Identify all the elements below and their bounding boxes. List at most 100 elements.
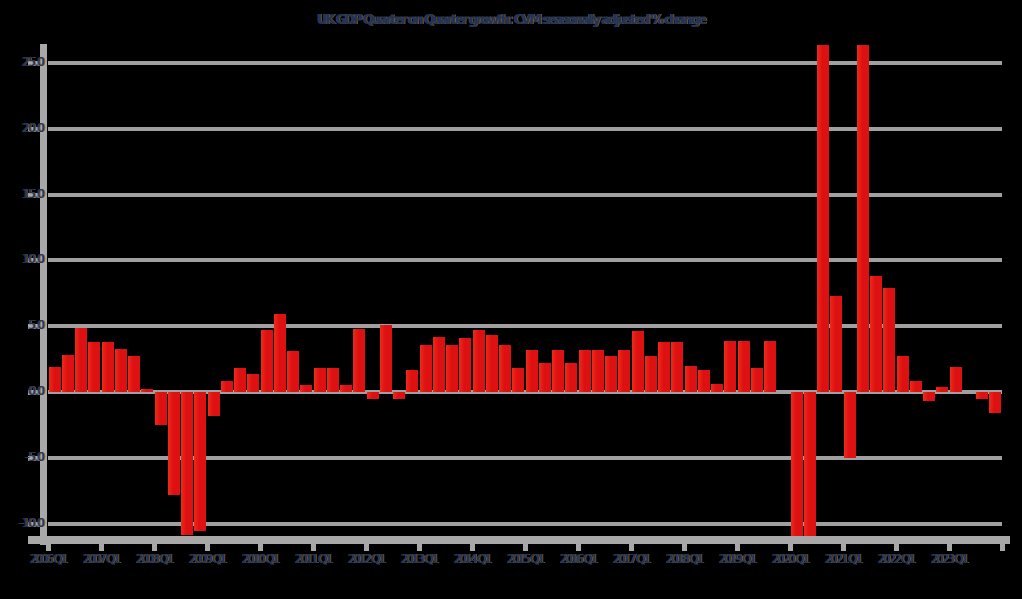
x-tick — [311, 544, 316, 551]
bar — [154, 392, 167, 425]
x-tick-label: 2022 Q1 — [877, 552, 916, 566]
bar — [406, 369, 419, 392]
bar — [88, 342, 101, 392]
x-tick-label: 2021 Q1 — [824, 552, 863, 566]
x-tick — [523, 544, 528, 551]
bar — [485, 335, 498, 392]
x-tick-label: 2018 Q1 — [665, 552, 704, 566]
y-tick — [28, 324, 40, 330]
y-tick-label: -10.0 — [18, 515, 45, 530]
gridline-y-25.0 — [48, 61, 1002, 66]
bar — [817, 45, 830, 392]
y-tick-label: 10.0 — [22, 252, 45, 267]
bar — [631, 331, 644, 392]
x-tick — [152, 544, 157, 551]
x-tick — [258, 544, 263, 551]
gridline-y--5.0 — [48, 455, 1002, 460]
bar — [883, 288, 896, 392]
x-tick-label: 2006 Q1 — [29, 552, 68, 566]
x-tick-label: 2017 Q1 — [612, 552, 651, 566]
x-tick-label: 2007 Q1 — [82, 552, 121, 566]
bar — [114, 348, 127, 392]
x-tick — [46, 544, 51, 551]
bar — [326, 368, 339, 392]
bar — [393, 392, 406, 399]
bar — [976, 392, 989, 399]
bar — [949, 367, 962, 392]
x-tick-label: 2013 Q1 — [400, 552, 439, 566]
bar — [525, 349, 538, 392]
x-tick — [629, 544, 634, 551]
y-tick-label: 0.0 — [28, 384, 46, 398]
bar — [353, 328, 366, 392]
bar — [220, 381, 233, 392]
gridline-y--10.0 — [48, 521, 1002, 526]
bar — [697, 369, 710, 392]
bar — [167, 392, 180, 495]
bar — [48, 367, 61, 392]
bar — [207, 392, 220, 416]
x-tick — [1000, 544, 1005, 551]
x-tick — [947, 544, 952, 551]
x-tick — [788, 544, 793, 551]
plot-area — [48, 45, 1002, 537]
x-tick-label: 2015 Q1 — [506, 552, 545, 566]
bar — [552, 349, 565, 392]
y-tick-label: 5.0 — [28, 318, 46, 333]
y-tick-label: -5.0 — [25, 449, 45, 464]
y-tick-label: 15.0 — [22, 186, 45, 201]
gridline-y-0.0 — [48, 390, 1002, 394]
bar — [750, 368, 763, 392]
x-tick — [841, 544, 846, 551]
bar — [790, 392, 803, 537]
bar — [909, 381, 922, 392]
bar — [340, 385, 353, 392]
bar — [260, 330, 273, 392]
bar — [605, 356, 618, 392]
x-axis-line — [28, 536, 1010, 544]
bar — [737, 340, 750, 392]
bar — [870, 276, 883, 392]
y-tick-label: 20.0 — [22, 120, 45, 135]
bar — [618, 349, 631, 392]
bar — [578, 349, 591, 392]
bar — [856, 45, 869, 392]
x-tick — [682, 544, 687, 551]
bar — [379, 324, 392, 392]
x-tick — [470, 544, 475, 551]
bar — [538, 363, 551, 392]
x-tick-label: 2011 Q1 — [294, 552, 333, 566]
y-tick — [28, 390, 40, 395]
bar — [711, 384, 724, 392]
bar — [671, 342, 684, 392]
bar — [75, 327, 88, 392]
bar — [61, 355, 74, 392]
gridline-y-20.0 — [48, 126, 1002, 131]
bar — [432, 336, 445, 392]
x-tick-label: 2016 Q1 — [559, 552, 598, 566]
bar — [419, 344, 432, 392]
y-tick — [28, 455, 40, 461]
bar — [446, 344, 459, 392]
bar — [684, 365, 697, 392]
bar — [234, 368, 247, 392]
x-tick — [364, 544, 369, 551]
bar — [181, 392, 194, 536]
y-tick — [28, 192, 40, 198]
bar — [896, 356, 909, 392]
bar — [499, 344, 512, 392]
y-tick — [28, 126, 40, 132]
y-tick — [28, 61, 40, 67]
x-tick — [99, 544, 104, 551]
bar — [989, 392, 1002, 414]
x-tick — [205, 544, 210, 551]
x-tick-label: 2010 Q1 — [241, 552, 280, 566]
y-tick-label: 25.0 — [22, 55, 45, 70]
gridline-y-10.0 — [48, 258, 1002, 263]
bar — [194, 392, 207, 532]
bar — [923, 392, 936, 402]
bar — [300, 385, 313, 392]
bar — [512, 368, 525, 392]
x-tick-label: 2012 Q1 — [347, 552, 386, 566]
bar — [830, 295, 843, 392]
